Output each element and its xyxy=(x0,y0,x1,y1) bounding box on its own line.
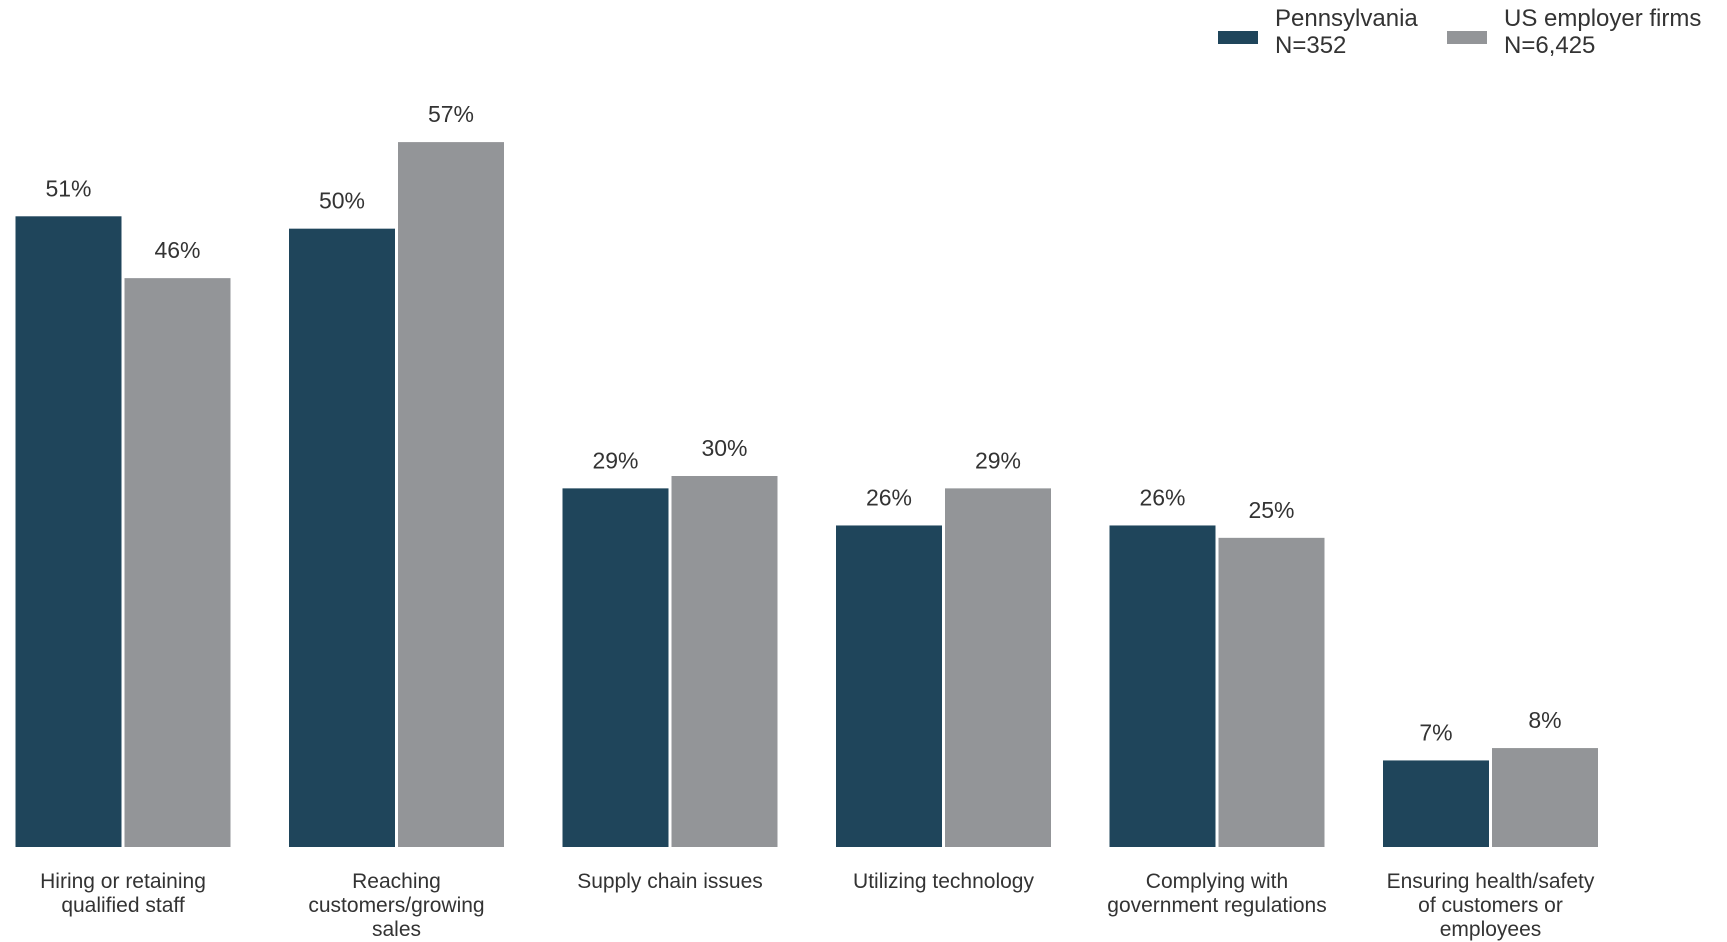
x-tick-label: Complying with government regulations xyxy=(1107,870,1327,917)
x-tick-label: Hiring or retaining qualified staff xyxy=(40,870,206,917)
data-label: 57% xyxy=(428,101,474,127)
bar xyxy=(671,476,778,847)
x-tick-label: Reaching customers/growing sales xyxy=(308,870,485,941)
data-label: 50% xyxy=(319,188,365,214)
legend-swatch xyxy=(1218,31,1258,44)
x-tick-label: Utilizing technology xyxy=(853,870,1034,893)
legend-label: Pennsylvania N=352 xyxy=(1275,5,1418,59)
legend-swatch xyxy=(1447,31,1487,44)
bar xyxy=(1492,748,1598,847)
data-label: 29% xyxy=(975,447,1021,473)
data-label: 29% xyxy=(592,447,638,473)
data-label: 26% xyxy=(866,484,912,510)
bar xyxy=(945,488,1051,847)
data-label: 8% xyxy=(1528,707,1561,733)
x-tick-label: Supply chain issues xyxy=(577,870,763,893)
bar xyxy=(1218,537,1325,847)
bar xyxy=(562,488,669,847)
bar xyxy=(836,525,942,847)
data-label: 25% xyxy=(1248,497,1294,523)
legend-label: US employer firms N=6,425 xyxy=(1504,5,1702,59)
bar xyxy=(124,278,231,848)
bar xyxy=(1109,525,1216,847)
data-label: 51% xyxy=(45,175,91,201)
bar xyxy=(289,228,395,847)
data-label: 30% xyxy=(701,435,747,461)
bar xyxy=(15,216,122,848)
bar xyxy=(1383,760,1489,847)
data-label: 7% xyxy=(1419,719,1452,745)
x-tick-label: Ensuring health/safety of customers or e… xyxy=(1386,870,1595,941)
data-label: 46% xyxy=(154,237,200,263)
data-label: 26% xyxy=(1139,484,1185,510)
bar xyxy=(398,142,504,848)
